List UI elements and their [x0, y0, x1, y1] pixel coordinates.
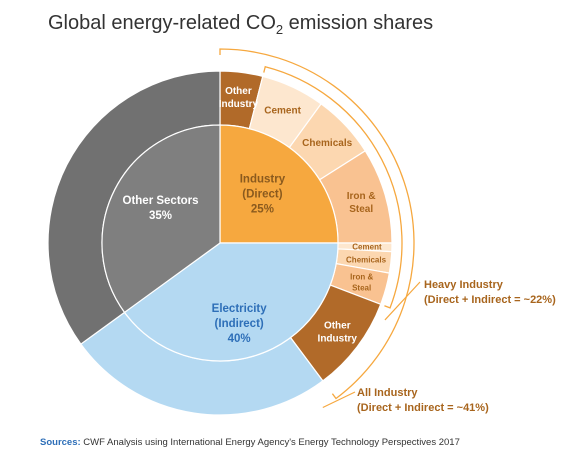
outer-label-other-industry-indirect-2: Industry: [318, 334, 358, 345]
annotation-all-industry-1: All Industry: [357, 387, 418, 399]
outer-label-chemicals-indirect-1: Chemicals: [346, 255, 387, 264]
inner-slice-other-sectors: [101, 124, 221, 314]
inner-slice-industry-direct: [219, 124, 339, 244]
source-label: Sources:: [40, 437, 81, 448]
outer-label-other-industry-direct-1: Other: [225, 86, 252, 97]
inner-label-other-sectors-1: Other Sectors: [123, 195, 199, 207]
outer-label-cement-indirect-1: Cement: [352, 242, 382, 251]
outer-label-other-industry-direct-2: Industry: [219, 99, 259, 110]
inner-label-electricity-indirect-1: Electricity: [212, 303, 268, 315]
title-prefix: Global energy-related CO: [48, 12, 276, 34]
inner-label-industry-direct-2: (Direct): [242, 189, 282, 201]
bracket-all-industry: [219, 48, 415, 400]
outer-label-iron-steal-indirect-2: Steal: [352, 284, 371, 293]
chart-title: Global energy-related CO2 emission share…: [48, 12, 433, 37]
outer-label-cement-direct-1: Cement: [264, 105, 301, 116]
title-suffix: emission shares: [283, 12, 434, 34]
inner-label-electricity-indirect-3: 40%: [228, 333, 251, 345]
inner-label-industry-direct-3: 25%: [251, 204, 274, 216]
outer-label-iron-steal-indirect-1: Iron &: [350, 273, 373, 282]
outer-label-chemicals-direct-1: Chemicals: [302, 138, 352, 149]
annotation-heavy-industry-1: Heavy Industry: [424, 279, 504, 291]
title-subscript: 2: [275, 22, 284, 37]
source-note: Sources: CWF Analysis using Internationa…: [40, 437, 460, 448]
leader-all-industry: [322, 391, 356, 409]
annotation-all-industry-2: (Direct + Indirect = ~41%): [357, 402, 489, 414]
outer-label-other-industry-indirect-1: Other: [324, 321, 351, 332]
outer-label-iron-steal-direct-2: Steal: [349, 204, 373, 215]
outer-label-iron-steal-direct-1: Iron &: [347, 191, 376, 202]
inner-label-electricity-indirect-2: (Indirect): [215, 318, 264, 330]
inner-ring: [101, 124, 339, 362]
bracket-heavy-industry: [263, 65, 403, 309]
inner-label-other-sectors-2: 35%: [149, 210, 172, 222]
source-text: CWF Analysis using International Energy …: [80, 437, 460, 448]
inner-label-industry-direct-1: Industry: [240, 174, 286, 186]
leader-heavy-industry: [384, 281, 421, 321]
chart-labels: Other Industry Cement Chemicals Iron & Steal C…: [123, 86, 557, 414]
inner-slice-electricity-indirect: [123, 242, 339, 362]
annotation-brackets: [219, 48, 421, 409]
annotation-heavy-industry-2: (Direct + Indirect = ~22%): [424, 294, 556, 306]
